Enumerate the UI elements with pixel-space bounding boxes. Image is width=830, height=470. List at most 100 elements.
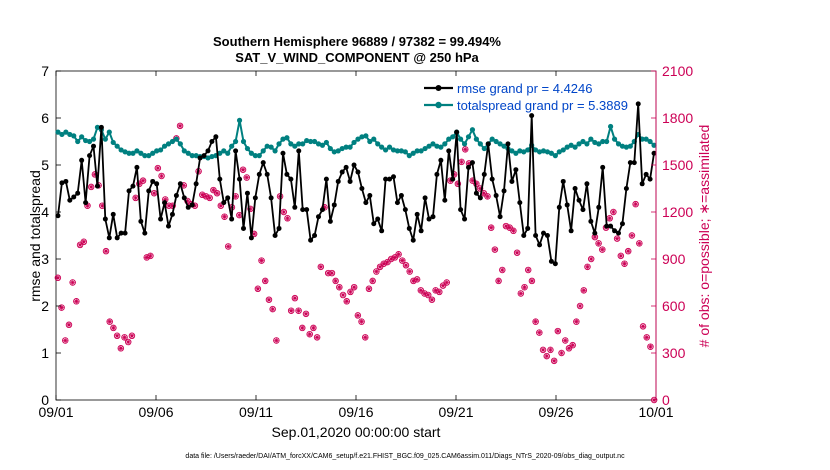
series-point [537,242,543,248]
series-point [627,143,633,149]
series-point [316,214,321,220]
series-point [244,145,251,152]
obs-count-point [362,334,369,341]
series-point [225,150,231,156]
series-point [600,138,606,145]
series-point [323,176,329,182]
x-tick-label: 09/16 [338,404,373,420]
y-left-tick-label: 2 [41,298,49,314]
obs-count-point [313,334,321,341]
series-point [576,197,582,203]
series-point [564,144,570,150]
series-point [533,147,539,153]
series-point [90,136,97,142]
series-point [623,186,629,191]
series-point [83,200,89,206]
series-point [59,131,65,138]
series-point [363,200,369,206]
series-point [541,230,546,236]
series-point [612,228,618,234]
series-point [343,164,349,170]
y-left-tick-label: 4 [41,204,49,220]
series-point [442,141,448,147]
series-point [497,214,503,220]
series-point [288,141,294,147]
y-axis-left-label: rmse and totalspread [27,170,43,302]
series-point [647,138,653,145]
obs-count-point [154,164,162,172]
obs-count-point [284,215,291,222]
series-point [331,149,337,155]
series-point [189,202,195,208]
obs-count-point [402,262,410,269]
obs-count-point [128,332,136,340]
series-point [146,188,152,194]
series-point [588,136,594,142]
series-point [635,101,641,107]
y-left-tick-label: 1 [41,345,49,361]
series-point [517,200,523,206]
series-point [375,141,381,147]
obs-count-point [373,268,380,275]
series-point [580,207,586,213]
series-point [619,143,626,149]
series-point [162,200,168,206]
obs-count-point [547,346,554,354]
series-point [359,186,365,191]
obs-count-point [580,287,588,294]
series-point [647,176,653,182]
series-point [165,141,172,147]
series-point [284,171,290,177]
series-point [386,144,393,150]
obs-count-point [73,298,80,305]
legend-spread-marker [435,101,442,109]
series-point [548,150,554,156]
series-point [556,204,562,210]
series-point [296,141,302,147]
series-point [465,134,472,140]
obs-count-point [550,357,558,365]
series-point [367,193,373,199]
obs-count-point [554,327,562,335]
obs-count-point [510,227,517,235]
series-point [209,153,215,160]
series-point [276,225,282,231]
obs-count-point [584,263,591,271]
series-point [335,148,341,154]
y-left-tick-label: 0 [41,392,49,408]
series-point [375,216,381,222]
series-point [616,230,621,236]
series-point [615,141,622,147]
obs-count-point [158,172,165,180]
series-point [556,149,562,155]
series-point [359,134,365,140]
series-point [229,216,235,222]
obs-count-point [573,318,580,325]
obs-count-point [213,189,221,197]
obs-count-point [65,321,73,329]
series-point [355,169,361,175]
series-point [473,136,479,142]
series-point [173,136,179,142]
series-point [608,123,614,130]
series-point [544,149,551,155]
series-point [280,150,286,156]
series-point [134,164,140,170]
obs-count-point [87,183,95,191]
obs-count-point [524,266,532,274]
obs-count-point [387,255,395,263]
series-point [122,230,128,236]
obs-count-point [354,312,362,319]
series-point [521,233,527,238]
series-point [296,148,302,154]
series-point [284,135,290,141]
obs-count-point [569,341,576,349]
series-point [390,147,397,153]
obs-count-point [617,252,625,260]
series-point [462,216,468,222]
series-point [434,143,440,149]
plot-area [55,70,657,401]
legend-rmse-label: rmse grand pr = 4.4246 [457,81,593,96]
series-point [177,181,183,187]
obs-count-point [295,307,302,314]
